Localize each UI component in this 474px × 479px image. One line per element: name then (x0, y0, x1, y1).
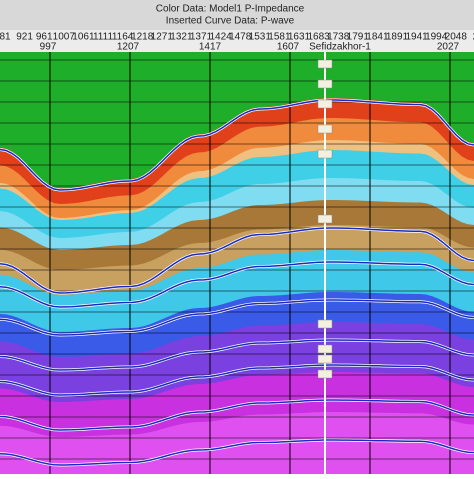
trace-number: 1271 (151, 32, 174, 43)
trace-number: 1218 (131, 32, 154, 43)
well-marker (317, 124, 333, 134)
trace-number: 921 (16, 32, 33, 43)
trace-number: 1994 (425, 32, 448, 43)
horizon (0, 227, 474, 294)
well-marker (317, 59, 333, 69)
horizon (0, 99, 474, 191)
color-data-label: Color Data: Model1 P-Impedance (156, 4, 305, 15)
trace-number: 1111 (93, 32, 113, 43)
well-marker (317, 344, 333, 354)
trace-number: 1891 (386, 32, 409, 43)
horizon (0, 299, 474, 336)
trace-number: 1581 (268, 32, 291, 43)
well-marker (317, 149, 333, 159)
trace-number: 2048 (445, 32, 468, 43)
trace-number: 961 (36, 32, 53, 43)
well-marker (317, 354, 333, 364)
trace-number: 1371 (190, 32, 213, 43)
trace-number: 1631 (288, 32, 311, 43)
header-bg (0, 0, 474, 30)
trace-number: 1531 (249, 32, 272, 43)
curve-data-label: Inserted Curve Data: P-wave (166, 16, 295, 27)
trace-number: 1478 (229, 32, 252, 43)
impedance-band (0, 412, 474, 474)
well-marker (317, 79, 333, 89)
trace-number: 1321 (170, 32, 193, 43)
trace-number: 81 (0, 32, 11, 43)
trace-number: 2 (473, 32, 474, 43)
trace-number: 1007 (53, 32, 76, 43)
well-marker (317, 99, 333, 109)
well-name: Sefidzakhor-1 (309, 42, 371, 53)
well-marker (317, 369, 333, 379)
axis-bg (0, 30, 474, 52)
trace-number: 1941 (405, 32, 428, 43)
trace-number: 1061 (72, 32, 95, 43)
trace-number: 1164 (112, 32, 134, 43)
trace-number: 1841 (366, 32, 389, 43)
cdp-label: 1207 (117, 42, 140, 53)
horizon (0, 261, 474, 308)
well-marker (317, 319, 333, 329)
horizon (0, 399, 474, 431)
trace-number: 1683 (307, 32, 330, 43)
cdp-label: 1607 (277, 42, 300, 53)
horizon (0, 339, 474, 371)
horizon (0, 439, 474, 466)
trace-number: 1791 (347, 32, 370, 43)
cdp-label: 997 (40, 42, 57, 53)
cdp-label: 2027 (437, 42, 460, 53)
trace-number: 1424 (209, 32, 232, 43)
horizon (0, 364, 474, 396)
trace-number: 1738 (327, 32, 350, 43)
cdp-label: 1417 (199, 42, 222, 53)
well-marker (317, 214, 333, 224)
